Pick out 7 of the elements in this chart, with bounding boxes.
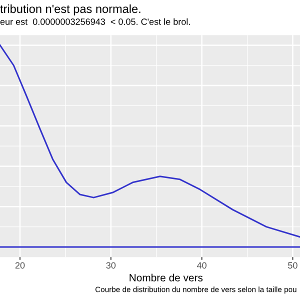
x-tick-label: 40: [197, 262, 206, 269]
x-tick-label: 50: [288, 262, 298, 269]
chart-title: tribution n'est pas normale.: [0, 4, 140, 16]
x-axis-title: Nombre de vers: [130, 274, 203, 282]
chart-subtitle: eur est 0.0000003256943 < 0.05. C'est le brol.: [0, 18, 190, 25]
x-tick-label: 20: [15, 262, 25, 269]
x-tick-label: 30: [106, 262, 116, 269]
